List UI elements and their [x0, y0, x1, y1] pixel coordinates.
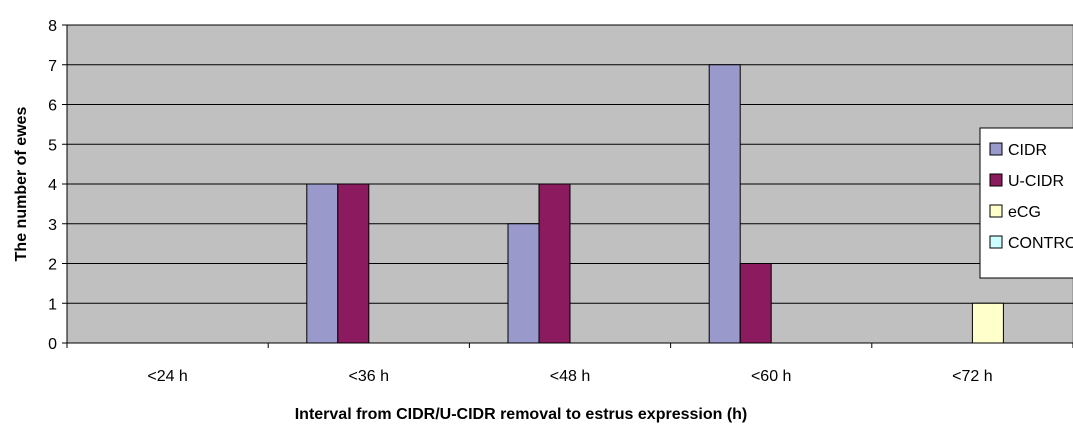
y-tick-label: 5 [48, 137, 57, 154]
legend-label-cidr: CIDR [1008, 142, 1047, 159]
y-tick-label: 1 [48, 296, 57, 313]
bar-u-cidr-1 [338, 184, 369, 343]
legend-swatch-u-cidr [990, 174, 1002, 186]
bar-ecg-4 [972, 303, 1003, 343]
legend-swatch-ecg [990, 205, 1002, 217]
bar-cidr-3 [709, 65, 740, 343]
x-tick-label: <36 h [349, 368, 389, 385]
x-tick-label: <72 h [952, 368, 992, 385]
y-axis-title: The number of ewes [13, 107, 30, 262]
bar-u-cidr-3 [740, 264, 771, 344]
legend-swatch-control [990, 236, 1002, 248]
y-tick-label: 6 [48, 98, 57, 115]
x-tick-label: <48 h [550, 368, 590, 385]
y-tick-labels: 0 1 2 3 4 5 6 7 8 [48, 18, 67, 353]
legend-label-u-cidr: U-CIDR [1008, 173, 1064, 190]
x-axis-title: Interval from CIDR/U-CIDR removal to est… [295, 406, 748, 423]
y-tick-label: 3 [48, 217, 57, 234]
legend-label-ecg: eCG [1008, 204, 1041, 221]
y-tick-label: 8 [48, 18, 57, 35]
legend: CIDR U-CIDR eCG CONTROL [980, 128, 1073, 278]
y-tick-label: 7 [48, 58, 57, 75]
x-tick-label: <60 h [751, 368, 791, 385]
x-tick-labels: <24 h <36 h <48 h <60 h <72 h [147, 343, 1073, 385]
y-tick-label: 4 [48, 177, 57, 194]
legend-swatch-cidr [990, 143, 1002, 155]
legend-label-control: CONTROL [1008, 235, 1073, 252]
bar-cidr-2 [508, 224, 539, 343]
x-tick-label: <24 h [147, 368, 187, 385]
y-tick-label: 0 [48, 336, 57, 353]
bar-cidr-1 [307, 184, 338, 343]
bar-u-cidr-2 [539, 184, 570, 343]
y-tick-label: 2 [48, 257, 57, 274]
